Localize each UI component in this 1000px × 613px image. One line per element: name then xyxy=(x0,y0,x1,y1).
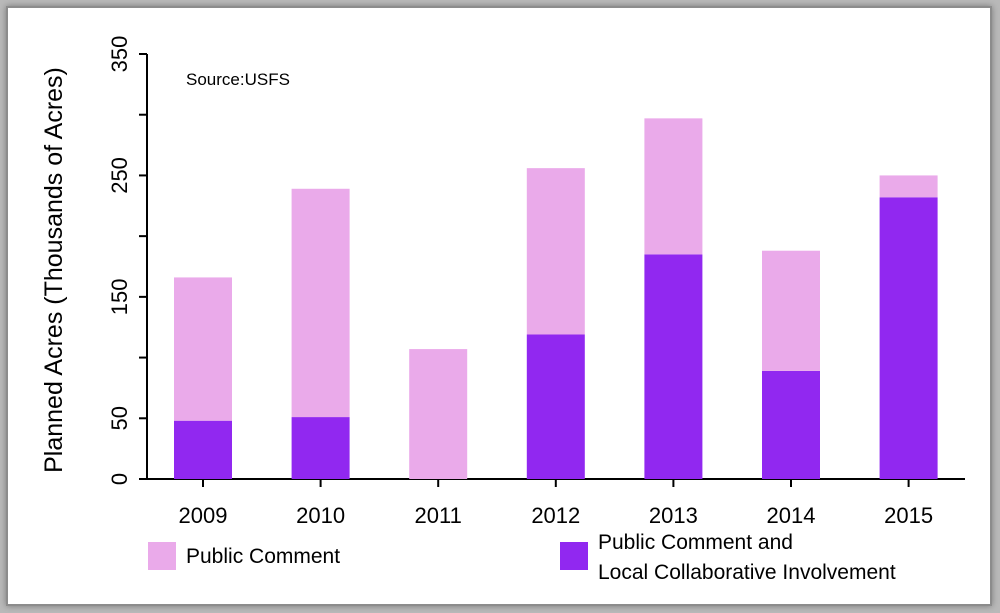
bar-segment-collaborative xyxy=(291,417,350,479)
legend-swatch-local-collaborative xyxy=(560,542,588,570)
legend-label-public-comment: Public Comment xyxy=(186,545,340,568)
y-tick-label: 150 xyxy=(107,278,132,315)
legend-swatch-public-comment xyxy=(148,542,176,570)
legend-label-line-2: Local Collaborative Involvement xyxy=(598,561,896,584)
bar-segment-public-comment xyxy=(291,188,350,418)
x-tick-label: 2009 xyxy=(179,503,228,528)
bars-group xyxy=(174,118,938,480)
source-annotation: Source:USFS xyxy=(186,70,290,89)
bar-segment-collaborative xyxy=(174,420,232,479)
x-tick-label: 2012 xyxy=(531,503,580,528)
bar-segment-public-comment xyxy=(526,168,585,335)
y-tick-label: 0 xyxy=(107,473,132,485)
bar-segment-public-comment xyxy=(174,277,232,421)
y-axis-title: Planned Acres (Thousands of Acres) xyxy=(40,67,68,473)
x-tick-label: 2010 xyxy=(296,503,345,528)
x-tick-label: 2013 xyxy=(649,503,698,528)
x-axis: 2009 2010 2011 2012 2013 2014 2015 xyxy=(147,478,965,528)
bar-segment-collaborative xyxy=(879,197,938,480)
bar-segment-public-comment xyxy=(644,118,703,255)
x-tick-label: 2011 xyxy=(415,503,462,528)
chart-frame xyxy=(6,6,992,606)
x-tick-label: 2014 xyxy=(767,503,816,528)
bar-segment-public-comment xyxy=(879,175,938,198)
legend: Public Comment Public Comment and Local … xyxy=(148,531,896,584)
y-tick-label: 350 xyxy=(107,36,132,73)
bar-segment-public-comment xyxy=(409,349,468,479)
y-tick-label: 250 xyxy=(107,157,132,194)
x-tick-label: 2015 xyxy=(884,503,933,528)
legend-label-line-1: Public Comment and xyxy=(598,531,793,554)
bar-segment-collaborative xyxy=(762,370,820,479)
bar-segment-collaborative xyxy=(644,254,703,479)
y-tick-label: 50 xyxy=(107,406,132,430)
bar-segment-public-comment xyxy=(762,250,820,371)
bar-segment-collaborative xyxy=(526,334,585,479)
y-axis: 0 50 150 250 350 xyxy=(107,36,148,485)
